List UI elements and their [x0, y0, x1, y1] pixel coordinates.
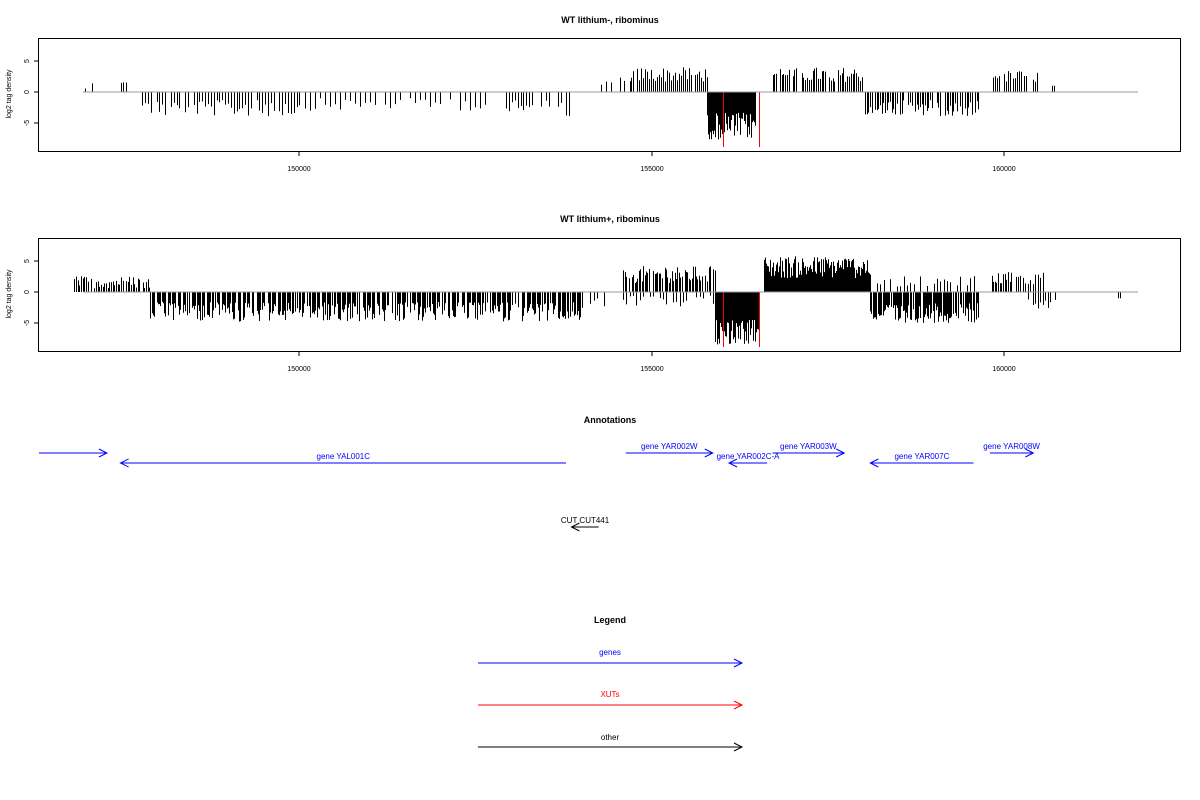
feature-arrow-head	[570, 522, 580, 532]
x-tick-label: 155000	[640, 366, 663, 373]
legend-arrow-head	[733, 700, 744, 710]
feature-arrow-head	[835, 448, 846, 458]
legend-title: Legend	[594, 615, 626, 625]
feature-label: gene YAL001C	[317, 452, 371, 461]
y-tick-label: -5	[24, 320, 31, 326]
track-title: WT lithium+, ribominus	[560, 214, 660, 224]
legend-item-other: other	[478, 733, 744, 752]
annotations-panel: Annotations gene YAL001C gene YAR002W gene…	[39, 415, 1040, 532]
x-tick-label: 150000	[287, 166, 310, 173]
legend-label: genes	[599, 648, 621, 657]
legend-item-genes: genes	[478, 648, 744, 668]
annotation-feature: gene YAR008W	[983, 442, 1040, 458]
legend-arrow-head	[733, 658, 744, 668]
plot-frame	[38, 238, 1181, 352]
track-bars	[74, 256, 1121, 347]
track-bars	[85, 67, 1055, 147]
track-lithium-minus: WT lithium-, ribominus log2 tag density …	[6, 15, 1181, 173]
feature-arrow-head	[869, 458, 879, 468]
y-tick-label: 0	[24, 290, 31, 294]
annotation-feature: gene YAR003W	[772, 442, 846, 458]
feature-arrow-head	[119, 458, 129, 468]
x-tick-label: 160000	[992, 366, 1015, 373]
plot-frame	[38, 38, 1181, 152]
x-tick-label: 155000	[640, 166, 663, 173]
feature-label: gene YAR008W	[983, 442, 1040, 451]
annotation-feature: CUT CUT441	[561, 516, 610, 532]
feature-label: gene YAR002W	[641, 442, 698, 451]
track-lithium-plus: WT lithium+, ribominus log2 tag density …	[6, 214, 1181, 373]
y-tick-label: 0	[24, 90, 31, 94]
x-tick-label: 160000	[992, 166, 1015, 173]
legend-arrow-head	[733, 742, 744, 752]
track-title: WT lithium-, ribominus	[561, 15, 659, 25]
feature-label: gene YAR003W	[780, 442, 837, 451]
legend-panel: Legend genes XUTs other	[478, 615, 744, 752]
feature-arrow-head	[1025, 448, 1035, 458]
annotation-feature	[39, 448, 109, 458]
y-tick-label: 5	[24, 59, 31, 63]
annotation-feature: gene YAR002C-A	[717, 452, 781, 468]
feature-label: CUT CUT441	[561, 516, 610, 525]
feature-arrow-head	[727, 458, 738, 468]
annotation-feature: gene YAR007C	[869, 452, 974, 468]
feature-label: gene YAR007C	[894, 452, 949, 461]
legend-label: XUTs	[600, 690, 619, 699]
feature-label: gene YAR002C-A	[717, 452, 781, 461]
y-axis: 5 0 -5	[24, 259, 39, 326]
x-tick-label: 150000	[287, 366, 310, 373]
x-axis: 150000 155000 160000	[287, 351, 1016, 373]
y-axis-label: log2 tag density	[6, 69, 13, 119]
y-tick-label: -5	[24, 120, 31, 126]
feature-arrow-head	[704, 448, 714, 458]
annotation-feature: gene YAR002W	[625, 442, 714, 458]
legend-label: other	[601, 733, 620, 742]
y-axis-label: log2 tag density	[6, 269, 13, 319]
y-tick-label: 5	[24, 259, 31, 263]
annotation-feature: gene YAL001C	[119, 452, 567, 468]
annotations-title: Annotations	[584, 415, 637, 425]
feature-arrow-head	[98, 448, 109, 458]
legend-item-xuts: XUTs	[478, 690, 744, 710]
y-axis: 5 0 -5	[24, 59, 39, 126]
x-axis: 150000 155000 160000	[287, 151, 1016, 173]
